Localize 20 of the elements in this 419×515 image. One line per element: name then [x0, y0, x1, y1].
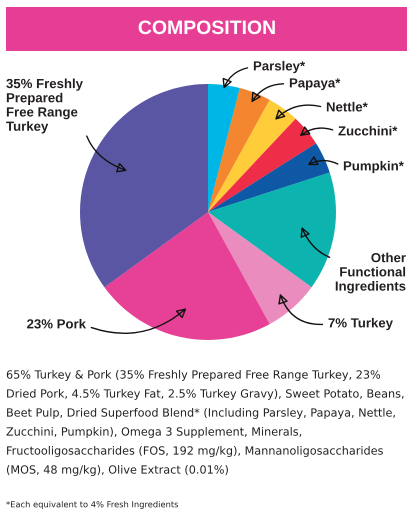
slice-label: 23% Pork [27, 318, 86, 329]
text: 65% Turkey & Pork (35% Freshly Prepared Free Range Turkey, 23% Dried Pork, 4.5% Turkey Fat, 2.5% Turkey Gravy), Sweet Potato, Beans, Beet Pulp, Dried Superfood Blend* (Including Parsley, Papaya, Nettle, Zucchini, Pumpkin), Omega 3 Supplement, Minerals, Fructooligosaccharides (FOS, 192 mg/kg), Mannanoligosaccharides (MOS, 48 mg/kg), Olive Extract (0.01%) [6, 370, 404, 476]
pie-slice [208, 212, 312, 324]
slice-label: 7% Turkey [328, 318, 393, 330]
slice-label: Nettle* [326, 102, 368, 112]
slice-label: Parsley* [254, 60, 306, 74]
pie-slice [104, 212, 270, 340]
slice-label: Other Functional Ingredients [336, 252, 406, 294]
pie-slice [208, 172, 336, 288]
pie-slice [208, 143, 330, 212]
chart-title: COMPOSITION [138, 20, 275, 34]
pie-slice [208, 118, 316, 212]
slice-label: 35% Freshly Prepared Free Range Turkey [6, 78, 83, 134]
pie-slice [208, 100, 296, 212]
pie-slice [208, 88, 270, 212]
text: *Each equivalent to 4% Fresh Ingredients [6, 500, 178, 510]
slice-label: Zucchini* [338, 126, 398, 136]
slice-label: Papaya* [290, 78, 340, 90]
slice-label: Pumpkin* [344, 160, 404, 174]
pie-slice [208, 84, 240, 212]
